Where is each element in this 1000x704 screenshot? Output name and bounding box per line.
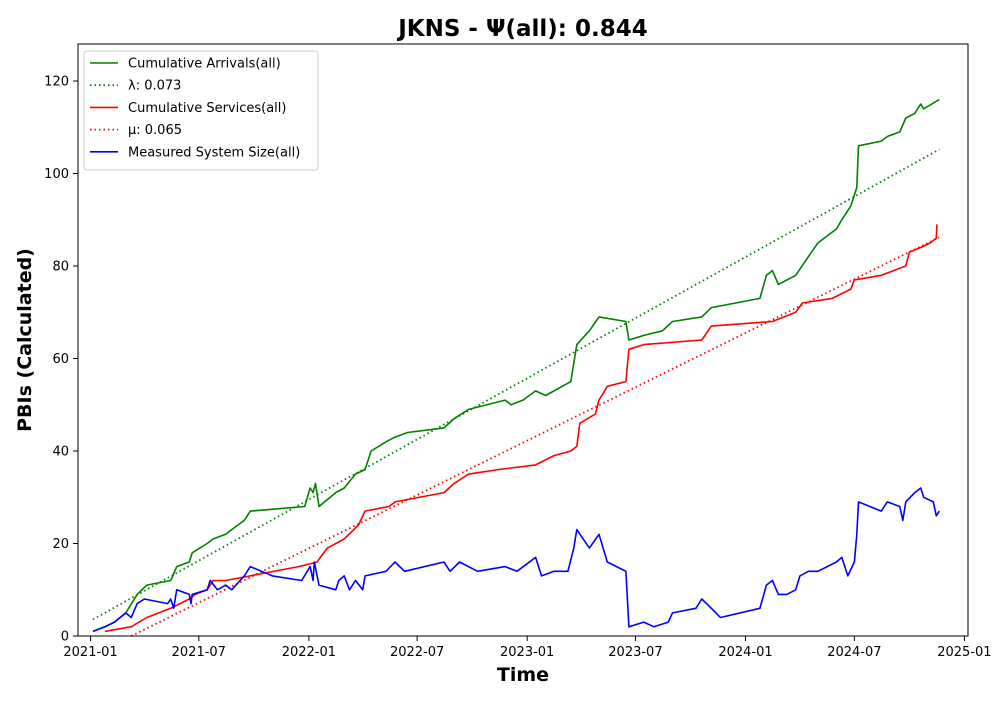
legend-label: Cumulative Arrivals(all)	[128, 57, 281, 72]
chart-title: JKNS - Ψ(all): 0.844	[396, 16, 648, 42]
x-tick-label: 2023-07	[608, 645, 662, 660]
x-axis-label: Time	[497, 664, 549, 686]
x-tick-label: 2024-07	[827, 645, 881, 660]
x-tick-label: 2023-01	[500, 645, 554, 660]
y-tick-label: 60	[52, 352, 69, 367]
y-tick-label: 0	[61, 630, 69, 645]
x-axis-ticks: 2021-01 2021-07 2022-01 2022-07 2023-01 2023-…	[63, 636, 992, 660]
legend-label: Cumulative Services(all)	[128, 101, 286, 116]
legend-label: μ: 0.065	[128, 123, 182, 138]
series-line-2	[104, 224, 938, 633]
y-axis-label: PBIs (Calculated)	[14, 248, 36, 432]
y-tick-label: 20	[52, 537, 69, 552]
y-tick-label: 100	[44, 167, 69, 182]
y-axis-ticks: 0 20 40 60 80 100 120	[44, 75, 78, 645]
legend-box	[83, 50, 319, 171]
series-line-3	[130, 236, 940, 637]
x-tick-label: 2024-01	[718, 645, 772, 660]
x-tick-label: 2021-07	[172, 645, 226, 660]
x-tick-label: 2021-01	[63, 645, 117, 660]
x-tick-label: 2025-01	[937, 645, 991, 660]
x-tick-label: 2022-07	[390, 645, 444, 660]
legend: Cumulative Arrivals(all) λ: 0.073 Cumulati…	[83, 50, 319, 171]
series-line-4	[92, 487, 940, 633]
y-tick-label: 40	[52, 445, 69, 460]
y-tick-label: 80	[52, 260, 69, 275]
y-tick-label: 120	[44, 75, 69, 90]
x-tick-label: 2022-01	[282, 645, 336, 660]
plot-area	[92, 98, 940, 637]
legend-label: Measured System Size(all)	[128, 145, 300, 160]
series-line-0	[92, 98, 940, 633]
series-line-1	[92, 148, 940, 621]
plot-frame	[77, 43, 969, 637]
legend-label: λ: 0.073	[128, 79, 181, 94]
